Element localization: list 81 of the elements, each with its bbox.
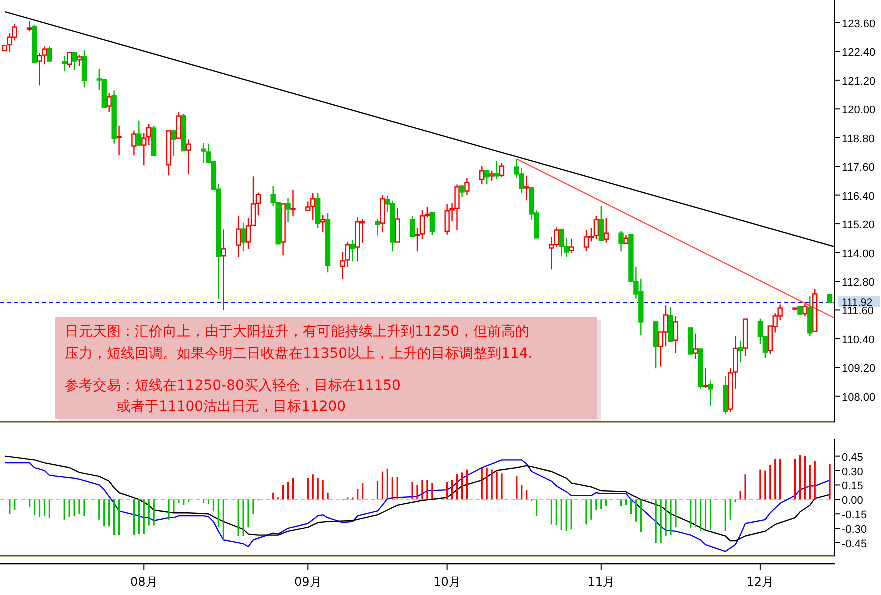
y-tick-label: 0.30 [842,466,864,478]
candlestick [316,192,321,229]
y-tick-label: 112.80 [842,276,875,289]
candlestick [280,204,286,256]
y-tick-label: 115.20 [842,220,875,232]
y-tick-label: 110.40 [842,334,875,346]
candlestick [221,229,226,311]
annotation: 日元天图：汇价向上，由于大阳拉升，有可能持续上升到11250，但前高的 [65,324,530,340]
y-tick-label: 120.00 [842,104,876,117]
candlestick [802,303,808,318]
y-tick-label: -0.15 [842,510,868,522]
candlestick [688,328,694,355]
candlestick [708,380,714,408]
y-tick-label: 0.15 [842,480,864,493]
y-tick-label: 123.60 [842,18,876,30]
candlestick [827,294,833,304]
y-tick-label: 108.00 [842,392,876,404]
candlestick [808,296,813,338]
candlestick [738,340,744,364]
candlestick [72,52,78,72]
annotation: 参考交易：短线在11250-80买入轻仓，目标在11150 [65,378,401,394]
y-tick-label: 0.45 [842,452,864,464]
candlestick [568,238,574,254]
candlestick [524,175,530,202]
y-tick-label: 121.20 [842,76,876,88]
candlestick [136,120,142,146]
candlestick [693,333,698,360]
annotation: 压力，短线回调。如果今明二日收盘在11350以上，上升的目标调整到114. [65,346,533,362]
candlestick [375,218,380,236]
candlestick [171,130,177,158]
candlestick [146,124,152,146]
candlestick [480,166,485,186]
candlestick [325,212,331,274]
x-tick-label: 11月 [588,575,616,589]
x-tick-label: 10月 [434,575,461,589]
y-tick-label: -0.30 [842,524,868,536]
candlestick [460,186,465,198]
candlestick [106,92,112,114]
x-tick-label: 09月 [294,575,322,589]
candlestick [142,132,147,166]
x-tick-label: 08月 [130,575,158,589]
annotation: 或者于11100沽出日元，目标11200 [117,399,346,415]
candlestick [380,194,386,234]
candlestick [395,207,400,243]
candlestick [166,130,172,176]
candlestick [186,138,192,175]
candlestick [116,125,122,156]
candlestick [698,348,704,390]
candlestick [47,45,52,62]
candlestick [320,214,326,233]
y-tick-label: 111.60 [842,306,874,318]
candlestick [350,240,356,262]
y-tick-label: 122.40 [842,47,876,60]
candlestick [653,322,659,370]
candlestick [624,234,629,244]
candlestick [286,197,291,223]
candlestick [82,49,88,88]
candlestick [464,178,470,196]
candlestick [598,205,604,242]
y-tick-label: 118.80 [842,133,875,146]
x-tick-label: 12月 [746,575,774,589]
candlestick [27,20,32,32]
candlestick [618,230,624,252]
candlestick [112,90,117,144]
candlestick [132,130,137,156]
y-tick-label: 109.20 [842,363,876,376]
candlestick [236,215,242,258]
candlestick [673,315,679,354]
candlestick [723,376,728,415]
y-tick-label: -0.45 [842,538,868,550]
candlestick [798,306,803,315]
y-tick-label: 114.00 [842,248,875,260]
candlestick [240,222,246,252]
candlestick [290,189,296,218]
candlestick [703,368,708,389]
y-tick-label: 117.60 [842,162,875,174]
candlestick [494,160,500,180]
y-tick-label: 116.40 [842,190,875,203]
candlestick [604,218,609,244]
candlestick [62,55,68,72]
y-tick-label: 0.00 [842,495,864,508]
